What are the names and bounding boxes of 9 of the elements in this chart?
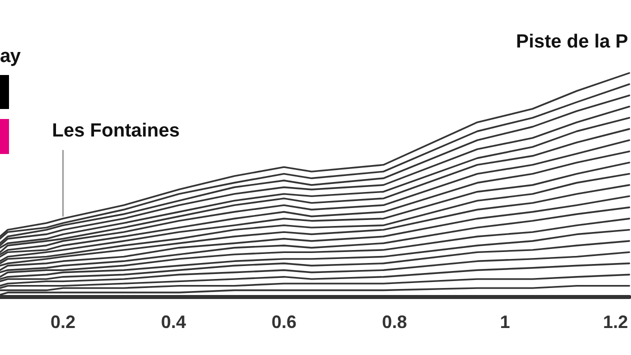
x-tick-label: 0.4 <box>160 312 186 332</box>
x-tick-label: 0.6 <box>271 312 296 332</box>
x-tick-label: 0.8 <box>382 312 408 332</box>
legend-title: ay <box>0 46 20 68</box>
annotation: Les Fontaines <box>52 120 180 142</box>
x-tick-label: 0.2 <box>50 312 76 332</box>
x-tick-label: 1 <box>500 312 510 332</box>
text: Piste de la P <box>516 32 628 52</box>
x-tick-label: 1.2 <box>602 312 628 332</box>
